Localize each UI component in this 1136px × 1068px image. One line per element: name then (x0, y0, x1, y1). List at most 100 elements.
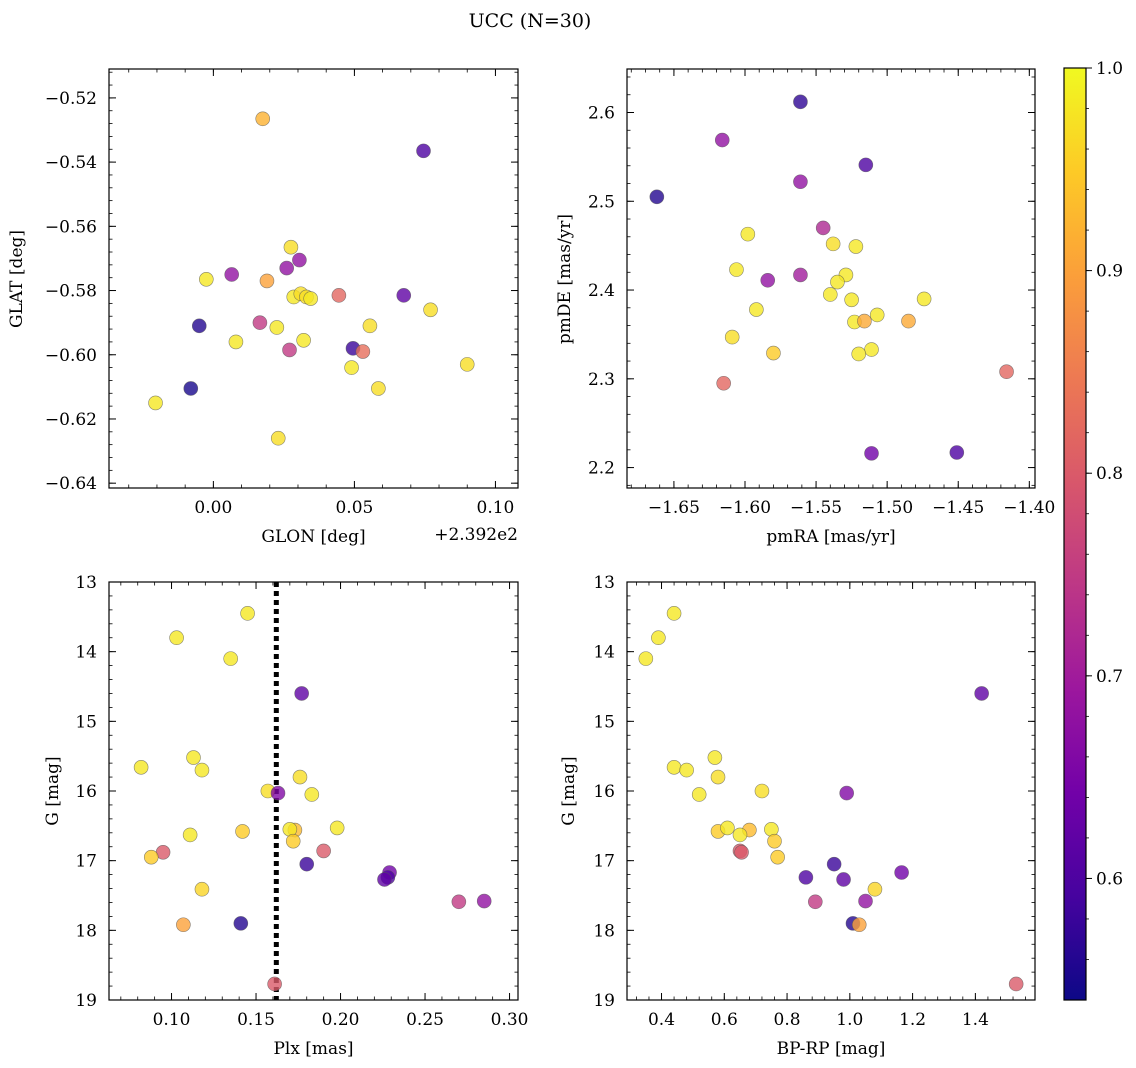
scatter-point (1008, 976, 1024, 992)
scatter-point (734, 845, 749, 860)
scatter-point (732, 827, 748, 843)
scatter-point (716, 375, 731, 391)
x-tick-label: 1.0 (836, 1010, 863, 1030)
scatter-point (183, 381, 199, 396)
scatter-point (826, 856, 842, 872)
scatter-point (999, 364, 1014, 380)
colorbar-frame (1063, 67, 1087, 1001)
scatter-point (666, 760, 682, 775)
scatter-point (329, 820, 345, 836)
x-tick-label: 0.10 (153, 1010, 191, 1030)
scatter-point (199, 272, 214, 287)
scatter-point (825, 236, 841, 252)
scatter-point (916, 291, 932, 307)
x-tick-label: −1.50 (861, 498, 913, 518)
x-axis-label: pmRA [mas/yr] (766, 527, 895, 547)
x-tick-label: 1.2 (899, 1010, 926, 1030)
scatter-point (233, 916, 249, 931)
y-axis-label: G [mag] (559, 756, 579, 825)
scatter-point (283, 239, 299, 255)
scatter-point (858, 157, 874, 173)
scatter-point (808, 894, 823, 910)
scatter-point (894, 865, 909, 880)
x-tick-label: 0.15 (237, 1010, 275, 1030)
scatter-point (304, 787, 320, 802)
scatter-point (423, 302, 438, 318)
x-tick-label: 0.10 (477, 498, 515, 518)
x-tick-label: 0.8 (774, 1010, 801, 1030)
x-offset-label: +2.392e2 (434, 525, 518, 545)
y-tick-label: −0.54 (45, 153, 97, 173)
scatter-point (294, 686, 309, 701)
colorbar-tick-label: 1.0 (1096, 59, 1123, 79)
scatter-point (451, 894, 467, 910)
scatter-point (194, 762, 210, 778)
scatter-point (749, 302, 764, 317)
scatter-point (282, 342, 297, 358)
scatter-point (143, 849, 159, 865)
panel-pmra-pmde: −1.65 −1.60 −1.55 −1.50 −1.45 −1.40 2.2 2.3 2.4 2… (555, 68, 1055, 547)
scatter-point (793, 174, 808, 190)
x-axis-label: GLON [deg] (261, 527, 365, 547)
y-tick-label: 15 (75, 712, 97, 732)
scatter-point (766, 345, 781, 361)
scatter-point (724, 329, 740, 345)
scatter-point (822, 287, 838, 302)
scatter-point (651, 630, 666, 646)
scatter-point (270, 430, 286, 446)
scatter-point (331, 288, 347, 303)
scatter-point (754, 783, 770, 799)
scatter-point (851, 917, 867, 933)
colorbar-tick-label: 0.6 (1096, 869, 1123, 889)
x-axis-label: Plx [mas] (273, 1039, 353, 1059)
colorbar-tick-label: 0.7 (1096, 667, 1123, 687)
y-tick-label: 13 (593, 573, 615, 593)
y-tick-label: −0.52 (45, 89, 97, 109)
x-tick-label: 0.25 (406, 1010, 444, 1030)
scatter-point (638, 651, 654, 666)
scatter-point (901, 313, 916, 329)
y-tick-label: −0.56 (45, 217, 97, 237)
y-tick-label: 19 (593, 991, 615, 1011)
scatter-point (240, 606, 255, 621)
colorbar-gradient (1064, 68, 1086, 1000)
scatter-point (259, 273, 275, 289)
scatter-point (169, 630, 184, 646)
scatter-point (186, 750, 201, 765)
x-tick-label: 0.6 (711, 1010, 738, 1030)
scatter-point (255, 111, 271, 127)
x-tick-label: −1.60 (719, 498, 771, 518)
panel-plx-g: 0.10 0.15 0.20 0.25 0.30 13 14 15 16 17 18 19 Plx [m… (43, 573, 528, 1059)
scatter-point (798, 870, 814, 885)
scatter-point (285, 833, 301, 849)
scatter-point (362, 318, 378, 334)
scatter-point (279, 260, 295, 276)
scatter-point (857, 313, 872, 329)
y-tick-label: 16 (75, 782, 97, 802)
scatter-point (949, 445, 965, 460)
scatter-point (252, 315, 268, 330)
scatter-point (182, 827, 198, 843)
y-tick-label: 18 (593, 921, 615, 941)
y-tick-label: 14 (75, 643, 97, 663)
scatter-point (270, 785, 286, 801)
scatter-point (851, 346, 867, 362)
y-tick-label: 17 (75, 852, 97, 872)
scatter-point (228, 334, 244, 350)
scatter-point (760, 272, 776, 288)
x-tick-label: 0.20 (322, 1010, 360, 1030)
y-tick-label: 2.5 (588, 192, 615, 212)
scatter-point (377, 872, 392, 887)
scatter-point (292, 252, 307, 268)
scatter-point (793, 267, 808, 283)
colorbar: 0.6 0.7 0.8 0.9 1.0 (1063, 59, 1123, 1001)
x-axis-label: BP-RP [mag] (777, 1039, 886, 1059)
scatter-point (691, 787, 707, 802)
scatter-point (974, 686, 989, 701)
scatter-point (316, 843, 331, 859)
axes-frame (108, 68, 519, 489)
scatter-point (224, 267, 239, 282)
scatter-point (355, 344, 371, 359)
x-tick-label: 0.00 (194, 498, 232, 518)
x-tick-label: 0.30 (491, 1010, 529, 1030)
